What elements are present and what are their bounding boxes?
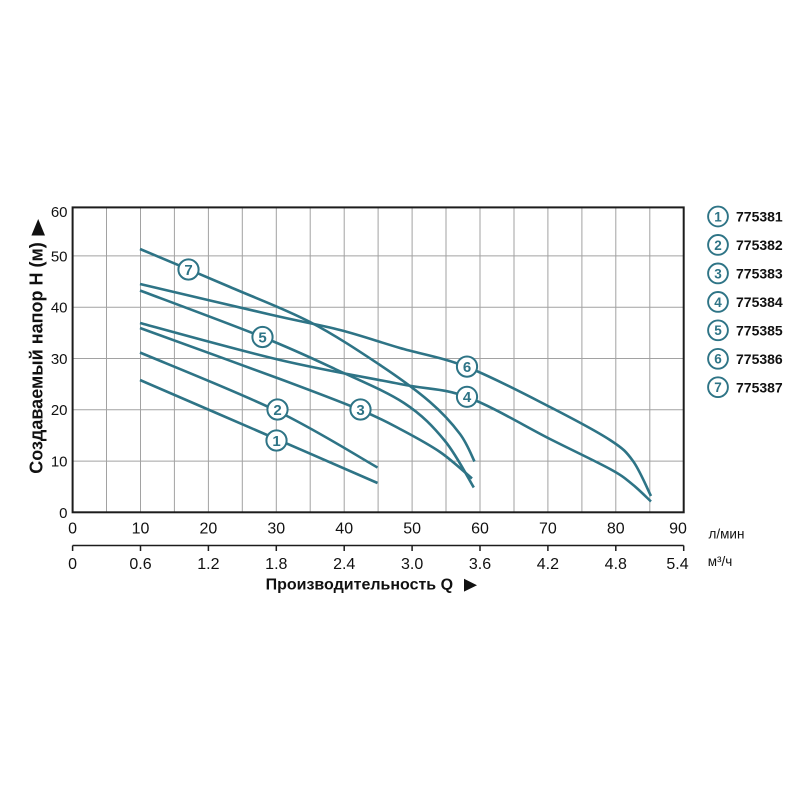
- svg-text:7: 7: [184, 262, 192, 279]
- svg-text:Производительность Q: Производительность Q: [266, 577, 453, 594]
- svg-text:4.2: 4.2: [537, 556, 559, 573]
- svg-text:775385: 775385: [736, 323, 783, 339]
- svg-text:5: 5: [714, 323, 722, 338]
- svg-text:3.0: 3.0: [401, 556, 423, 573]
- svg-text:3.6: 3.6: [469, 556, 491, 573]
- svg-text:60: 60: [51, 204, 68, 221]
- svg-text:30: 30: [51, 351, 68, 368]
- svg-text:л/мин: л/мин: [709, 526, 745, 541]
- svg-text:60: 60: [471, 521, 489, 538]
- svg-text:0: 0: [68, 521, 77, 538]
- svg-text:775387: 775387: [736, 379, 783, 395]
- svg-text:70: 70: [539, 521, 557, 538]
- svg-text:1.8: 1.8: [265, 556, 287, 573]
- svg-text:3: 3: [714, 266, 722, 281]
- svg-text:775383: 775383: [736, 266, 783, 282]
- svg-text:4: 4: [463, 389, 472, 406]
- svg-text:0.6: 0.6: [129, 556, 151, 573]
- svg-text:2: 2: [714, 238, 722, 253]
- svg-text:5.4: 5.4: [666, 556, 688, 573]
- svg-text:40: 40: [51, 300, 68, 317]
- svg-text:50: 50: [403, 521, 421, 538]
- svg-text:20: 20: [200, 521, 218, 538]
- svg-text:50: 50: [51, 248, 68, 265]
- svg-text:20: 20: [51, 402, 68, 419]
- svg-text:3: 3: [356, 402, 364, 419]
- svg-text:775384: 775384: [736, 294, 783, 310]
- svg-text:90: 90: [669, 521, 687, 538]
- svg-text:10: 10: [51, 454, 68, 471]
- svg-text:775381: 775381: [736, 209, 783, 225]
- svg-text:7: 7: [714, 380, 722, 395]
- svg-text:0: 0: [68, 556, 77, 573]
- svg-text:6: 6: [714, 352, 722, 367]
- svg-text:6: 6: [463, 359, 471, 376]
- svg-text:5: 5: [258, 329, 266, 346]
- svg-text:1.2: 1.2: [197, 556, 219, 573]
- svg-text:1: 1: [272, 433, 280, 450]
- svg-text:775382: 775382: [736, 237, 783, 253]
- svg-text:775386: 775386: [736, 351, 783, 367]
- svg-text:Создаваемый напор H (м): Создаваемый напор H (м): [27, 242, 47, 474]
- svg-text:1: 1: [714, 209, 722, 224]
- svg-text:10: 10: [132, 521, 150, 538]
- svg-text:30: 30: [267, 521, 285, 538]
- svg-text:4.8: 4.8: [605, 556, 627, 573]
- svg-text:м³/ч: м³/ч: [708, 554, 733, 569]
- svg-text:2.4: 2.4: [333, 556, 355, 573]
- svg-text:4: 4: [714, 295, 722, 310]
- svg-text:0: 0: [59, 505, 67, 522]
- svg-text:40: 40: [335, 521, 353, 538]
- svg-text:2: 2: [273, 402, 281, 419]
- svg-text:80: 80: [607, 521, 625, 538]
